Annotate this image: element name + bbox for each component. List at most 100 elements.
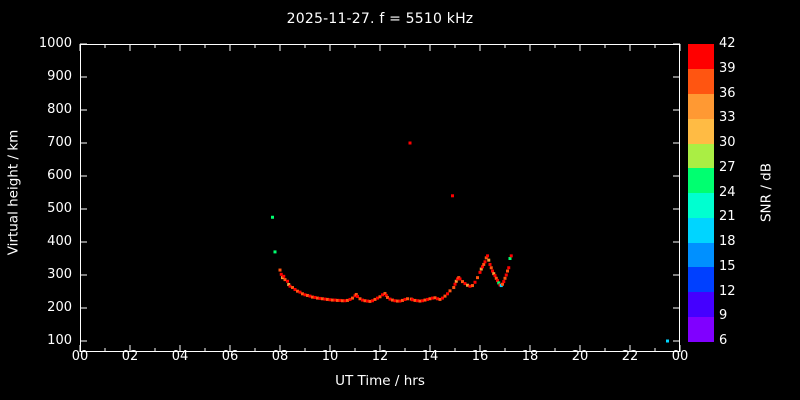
data-point bbox=[468, 284, 472, 288]
cbtick-label: 18 bbox=[719, 234, 736, 249]
data-point bbox=[301, 292, 304, 296]
data-point bbox=[466, 283, 469, 287]
data-point bbox=[303, 293, 307, 297]
data-point bbox=[503, 276, 507, 280]
data-point bbox=[433, 296, 437, 300]
data-point bbox=[461, 280, 464, 284]
ytick-label: 700 bbox=[47, 135, 72, 150]
colorbar-band bbox=[688, 242, 714, 268]
data-point bbox=[296, 289, 299, 293]
data-point bbox=[298, 290, 302, 294]
data-point bbox=[286, 279, 289, 283]
data-point bbox=[403, 297, 407, 301]
cbtick-label: 39 bbox=[719, 60, 736, 76]
ytick-label: 400 bbox=[47, 234, 72, 249]
colorbar bbox=[688, 44, 714, 342]
data-point bbox=[666, 339, 669, 343]
data-point bbox=[486, 254, 489, 258]
data-point bbox=[508, 257, 512, 260]
cbtick-label: 33 bbox=[719, 110, 736, 126]
data-point bbox=[346, 298, 349, 302]
data-point bbox=[492, 272, 496, 276]
data-point bbox=[341, 299, 344, 303]
data-point bbox=[483, 260, 487, 264]
xtick-label: 02 bbox=[121, 349, 139, 364]
cbtick-label: 9 bbox=[719, 308, 728, 324]
data-point bbox=[484, 256, 488, 260]
cbtick-label: 42 bbox=[719, 36, 736, 51]
data-point bbox=[463, 282, 467, 286]
colorbar-band bbox=[688, 68, 714, 95]
data-point bbox=[443, 294, 447, 298]
data-point bbox=[306, 293, 309, 297]
data-point bbox=[361, 298, 364, 302]
data-point bbox=[452, 286, 456, 290]
data-point bbox=[318, 296, 322, 300]
data-point bbox=[283, 278, 287, 282]
cbtick-label: 27 bbox=[719, 159, 736, 175]
xtick-label: 00 bbox=[71, 349, 89, 364]
xtick-label: 20 bbox=[571, 349, 589, 364]
x-axis-label: UT Time / hrs bbox=[335, 373, 425, 389]
data-point bbox=[494, 276, 498, 280]
data-point bbox=[351, 296, 354, 300]
data-point bbox=[491, 269, 494, 273]
ytick-label: 100 bbox=[47, 333, 72, 348]
data-point bbox=[378, 295, 382, 299]
data-point bbox=[509, 254, 513, 258]
data-point bbox=[311, 295, 314, 299]
data-point bbox=[416, 299, 419, 303]
data-point bbox=[376, 296, 379, 300]
data-point bbox=[438, 297, 442, 301]
data-point bbox=[316, 296, 319, 300]
data-point bbox=[371, 299, 374, 303]
data-point bbox=[338, 298, 342, 302]
data-point bbox=[493, 274, 497, 278]
data-point bbox=[446, 292, 449, 296]
colorbar-band bbox=[688, 291, 714, 317]
data-point bbox=[478, 270, 482, 274]
data-point bbox=[273, 250, 277, 254]
data-point bbox=[393, 299, 397, 303]
ytick-label: 900 bbox=[47, 69, 72, 84]
data-point bbox=[501, 282, 504, 286]
data-point bbox=[507, 266, 511, 270]
data-point bbox=[502, 280, 506, 284]
cbtick-label: 12 bbox=[719, 283, 736, 299]
data-point bbox=[428, 297, 432, 301]
data-point bbox=[356, 294, 359, 298]
ytick-label: 500 bbox=[47, 201, 72, 216]
data-point bbox=[396, 299, 399, 303]
data-point bbox=[278, 268, 282, 272]
chart-title: 2025-11-27. f = 5510 kHz bbox=[286, 11, 474, 27]
data-point bbox=[333, 298, 337, 302]
data-point bbox=[343, 299, 347, 303]
xtick-label: 06 bbox=[221, 349, 239, 364]
data-point bbox=[386, 295, 389, 299]
colorbar-band bbox=[688, 167, 714, 194]
ytick-label: 1000 bbox=[38, 36, 72, 51]
data-point bbox=[448, 289, 452, 293]
data-point bbox=[291, 286, 294, 290]
plot-border bbox=[80, 44, 680, 352]
data-point bbox=[363, 299, 367, 303]
data-point bbox=[287, 283, 291, 287]
xtick-label: 22 bbox=[621, 349, 639, 364]
colorbar-band bbox=[688, 266, 714, 293]
data-point bbox=[488, 262, 492, 266]
colorbar-band bbox=[688, 143, 714, 169]
data-point bbox=[368, 299, 372, 303]
data-point bbox=[421, 299, 424, 303]
xtick-label: 04 bbox=[171, 349, 189, 364]
data-point bbox=[441, 296, 444, 300]
data-point bbox=[482, 262, 486, 266]
data-point bbox=[473, 280, 477, 284]
data-point bbox=[288, 284, 292, 288]
xtick-label: 16 bbox=[471, 349, 489, 364]
data-point bbox=[401, 298, 404, 302]
data-point bbox=[279, 272, 283, 276]
data-point bbox=[408, 141, 412, 145]
data-point bbox=[476, 276, 479, 280]
